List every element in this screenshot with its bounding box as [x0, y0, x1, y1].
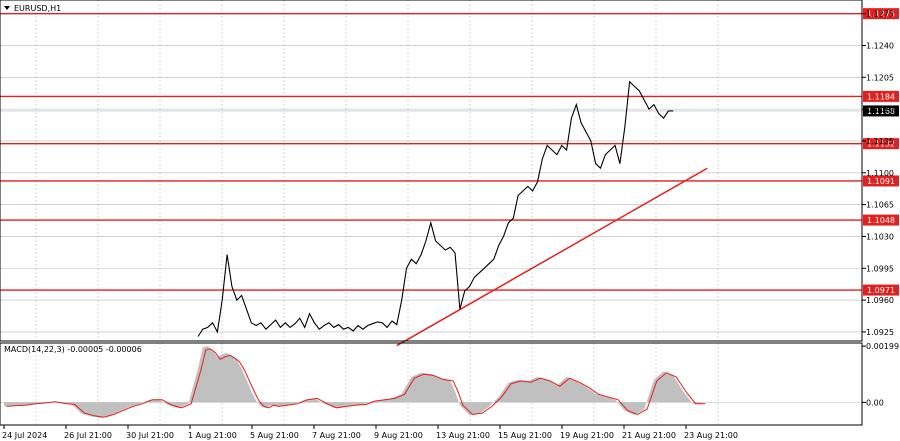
- level-price-label: 1.1132: [867, 140, 895, 149]
- macd-pane-border: [0, 342, 863, 426]
- x-tick-label: 21 Aug 21:00: [622, 431, 676, 440]
- price-series: [197, 80, 674, 337]
- x-tick-label: 1 Aug 21:00: [188, 431, 237, 440]
- x-tick-label: 9 Aug 21:00: [374, 431, 423, 440]
- y-tick-label: 1.1205: [866, 73, 894, 82]
- x-tick-label: 19 Aug 21:00: [560, 431, 614, 440]
- x-tick-label: 5 Aug 21:00: [250, 431, 299, 440]
- level-price-label: 1.1275: [867, 10, 895, 19]
- macd-y-tick-label: 0.00: [866, 398, 884, 407]
- level-price-tag: [863, 90, 899, 102]
- trendline-line: [396, 167, 708, 347]
- y-tick-label: 1.1065: [866, 201, 894, 210]
- y-tick-label: 1.1135: [866, 137, 894, 146]
- x-tick-label: 7 Aug 21:00: [312, 431, 361, 440]
- current-price-label: 1.1168: [867, 107, 895, 116]
- x-tick-label: 15 Aug 21:00: [498, 431, 552, 440]
- x-tick-label: 30 Jul 21:00: [126, 431, 174, 440]
- macd-histogram: [4, 346, 703, 418]
- x-tick-label: 24 Jul 2024: [2, 431, 47, 440]
- y-tick-label: 1.1170: [866, 105, 894, 114]
- macd-signal-line: [6, 348, 706, 418]
- macd-indicator: [4, 346, 706, 418]
- level-price-tag: [863, 8, 899, 20]
- macd-y-tick-label: 0.00199: [866, 342, 899, 351]
- y-tick-label: 1.1030: [866, 232, 894, 241]
- level-price-tag: [863, 214, 899, 226]
- support-resistance-levels: 1.1275 1.1184 1.1132 1.1091 1.1048 1.0971 1.11…: [0, 8, 899, 296]
- title-arrow-icon: [4, 6, 10, 10]
- x-tick-label: 13 Aug 21:00: [436, 431, 490, 440]
- level-price-label: 1.1091: [867, 177, 895, 186]
- level-price-tag: [863, 138, 899, 150]
- main-pane-border: [0, 0, 863, 342]
- y-tick-label: 1.0995: [866, 264, 894, 273]
- chart-title: EURUSD,H1: [14, 4, 61, 13]
- level-price-label: 1.0971: [867, 286, 895, 295]
- y-tick-label: 1.0925: [866, 328, 894, 337]
- level-price-label: 1.1048: [867, 216, 895, 225]
- x-tick-label: 26 Jul 21:00: [64, 431, 112, 440]
- current-price-tag: [863, 105, 899, 117]
- level-price-label: 1.1184: [867, 92, 895, 101]
- macd-title: MACD(14,22,3) -0.00005 -0.00006: [4, 345, 142, 354]
- y-tick-label: 1.1240: [866, 41, 894, 50]
- price-line: [197, 80, 674, 337]
- level-price-tag: [863, 284, 899, 296]
- y-tick-label: 1.1100: [866, 169, 894, 178]
- y-tick-label: 1.0960: [866, 296, 894, 305]
- x-tick-label: 23 Aug 21:00: [684, 431, 738, 440]
- trendline: [396, 167, 708, 347]
- y-tick-label: 1.1275: [866, 10, 894, 19]
- level-price-tag: [863, 175, 899, 187]
